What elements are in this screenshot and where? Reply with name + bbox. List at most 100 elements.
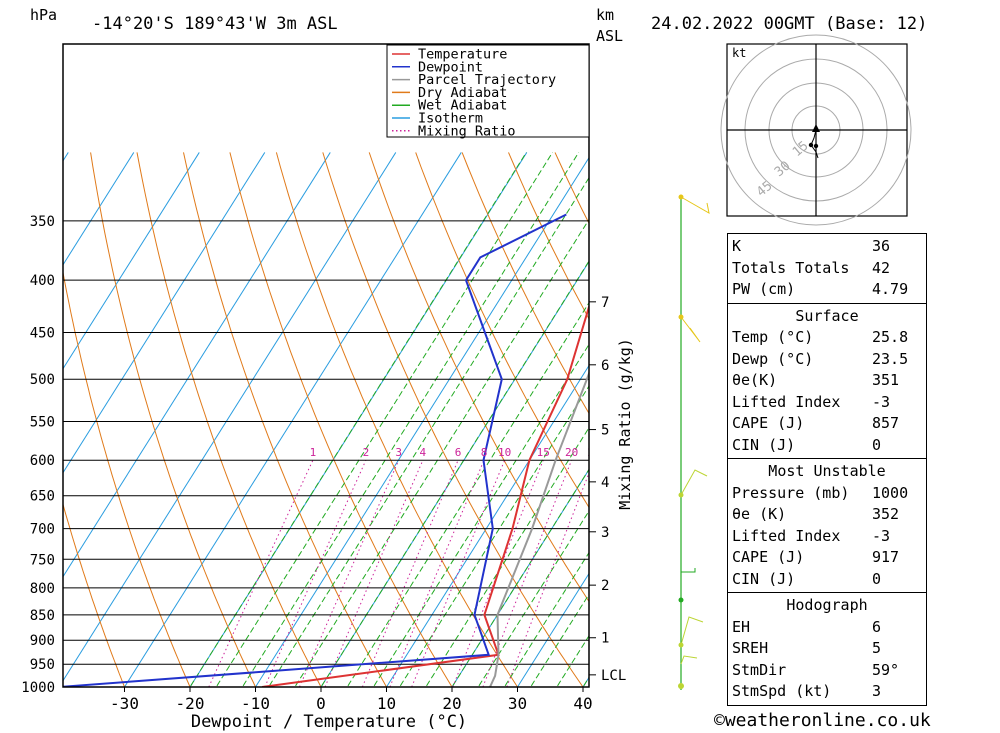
index-label: Lifted Index <box>732 392 841 411</box>
wet-adiabat-line <box>346 301 589 687</box>
mixing-ratio-label: 15 <box>537 446 550 459</box>
index-value: 0 <box>872 435 882 454</box>
index-row: Totals Totals 42 <box>728 258 926 280</box>
temperature-tick-label: 30 <box>508 694 527 713</box>
parcel-trajectory-line <box>489 370 589 687</box>
index-label: CAPE (J) <box>732 548 805 566</box>
mixing-ratio-label: 20 <box>565 446 578 459</box>
plot-frame <box>62 43 590 688</box>
height-axis: 7 6 5 4 3 2 1 LCL <box>589 295 626 684</box>
wet-adiabat-line <box>451 468 589 687</box>
index-value: -3 <box>872 526 891 545</box>
legend-label: Parcel Trajectory <box>418 72 556 88</box>
temperature-tick-label: 10 <box>377 694 396 713</box>
most-unstable-title: Most Unstable <box>768 462 886 480</box>
wet-adiabat-line <box>556 634 589 687</box>
index-value: 59° <box>872 660 900 679</box>
index-label: StmDir <box>732 660 787 679</box>
dry-adiabat-line <box>275 152 519 687</box>
height-tick-label: 2 <box>601 578 609 594</box>
index-value: 0 <box>872 569 882 588</box>
dry-adiabat-line <box>183 152 388 687</box>
index-value: 351 <box>872 371 900 389</box>
index-row: θe(K) 351 <box>728 370 926 392</box>
dewpoint-line <box>63 213 567 687</box>
hodograph-table: Hodograph EH 6 SREH 5 StmDir 59° StmSpd (kt) 3 <box>727 593 927 706</box>
isotherm-line <box>0 152 3 687</box>
hodograph-unit-label: kt <box>732 46 746 60</box>
temperature-tick-label: 0 <box>316 694 326 713</box>
hodograph: kt 15 30 45 <box>720 34 912 226</box>
index-label: SREH <box>732 639 769 657</box>
index-row: SREH 5 <box>728 638 926 660</box>
mixing-ratio-label: 1 <box>310 446 317 459</box>
legend-label: Dewpoint <box>418 59 483 75</box>
wet-adiabat-line <box>294 218 589 687</box>
index-label: StmSpd (kt) <box>732 682 832 700</box>
wet-adiabat-line <box>372 343 589 687</box>
pressure-tick-label: 650 <box>30 489 55 505</box>
dry-adiabat-line <box>63 269 191 687</box>
isotherm-line <box>386 364 589 687</box>
temperature-tick-label: 20 <box>442 694 461 713</box>
pressure-tick-label: 400 <box>30 273 55 289</box>
pressure-tick-label: 850 <box>30 608 55 624</box>
index-label: Temp (°C) <box>732 328 814 346</box>
index-label: θe (K) <box>732 505 787 523</box>
most-unstable-table: Most Unstable Pressure (mb) 1000 θe (K) 352… <box>727 459 927 593</box>
indices-panel: K 36 Totals Totals 42 PW (cm) 4.79 Surface Te… <box>727 233 927 706</box>
km-axis-label: km <box>596 6 614 24</box>
pressure-tick-label: 500 <box>30 372 55 388</box>
hpa-axis-label: hPa <box>30 6 57 24</box>
mixing-ratio-label: 8 <box>481 446 488 459</box>
mixing-ratio-labels: 1 2 3 4 6 8 10 15 20 25 <box>310 446 600 459</box>
index-row: Lifted Index -3 <box>728 392 926 414</box>
isotherm-line <box>124 152 462 687</box>
dry-adiabat-line <box>461 152 589 415</box>
index-value: 3 <box>872 682 882 700</box>
temperature-axis: -30 -20 -10 0 10 20 30 40 <box>110 687 593 713</box>
mixing-ratio-line <box>389 460 485 687</box>
dry-adiabat-line <box>368 152 589 603</box>
pressure-tick-label: 750 <box>30 552 55 568</box>
pressure-tick-label: 450 <box>30 325 55 341</box>
index-row: Temp (°C) 25.8 <box>728 327 926 349</box>
pressure-axis: 350 400 450 500 550 600 650 700 750 800 850 900 950 1… <box>21 214 55 696</box>
index-row: EH 6 <box>728 617 926 639</box>
index-value: 23.5 <box>872 349 909 368</box>
dry-adiabat-line <box>90 152 257 687</box>
location-title: -14°20'S 189°43'W 3m ASL <box>92 14 338 34</box>
index-row: StmSpd (kt) 3 <box>728 681 926 703</box>
isotherm-line <box>63 152 397 682</box>
height-tick-label: 5 <box>601 423 609 439</box>
index-row: PW (cm) 4.79 <box>728 279 926 301</box>
index-row: CIN (J) 0 <box>728 435 926 457</box>
height-tick-label: 6 <box>601 358 609 374</box>
sounding-profiles <box>63 213 589 687</box>
pressure-tick-label: 1000 <box>21 680 55 696</box>
index-value: 857 <box>872 414 900 432</box>
copyright-footer: ©weatheronline.co.uk <box>714 710 931 731</box>
mixing-ratio-label: 25 <box>587 446 600 459</box>
hodograph-title: Hodograph <box>786 596 868 614</box>
legend-label: Temperature <box>418 47 507 63</box>
height-tick-label: 4 <box>601 475 609 491</box>
x-axis-title: Dewpoint / Temperature (°C) <box>191 712 467 732</box>
legend-label: Wet Adiabat <box>418 98 507 114</box>
mixing-ratio-line <box>411 460 506 687</box>
legend-label: Isotherm <box>418 111 483 127</box>
index-label: CAPE (J) <box>732 414 805 432</box>
index-value: 4.79 <box>872 280 909 298</box>
index-value: 42 <box>872 258 891 277</box>
surface-title: Surface <box>795 306 859 325</box>
wet-adiabat-line <box>241 152 580 687</box>
index-label: Dewp (°C) <box>732 349 814 368</box>
pressure-tick-label: 550 <box>30 415 55 431</box>
isotherm-line <box>63 152 200 370</box>
index-row: Lifted Index -3 <box>728 526 926 548</box>
index-label: K <box>732 237 742 255</box>
index-label: Totals Totals <box>732 258 850 277</box>
wet-adiabat-lines <box>189 152 589 687</box>
